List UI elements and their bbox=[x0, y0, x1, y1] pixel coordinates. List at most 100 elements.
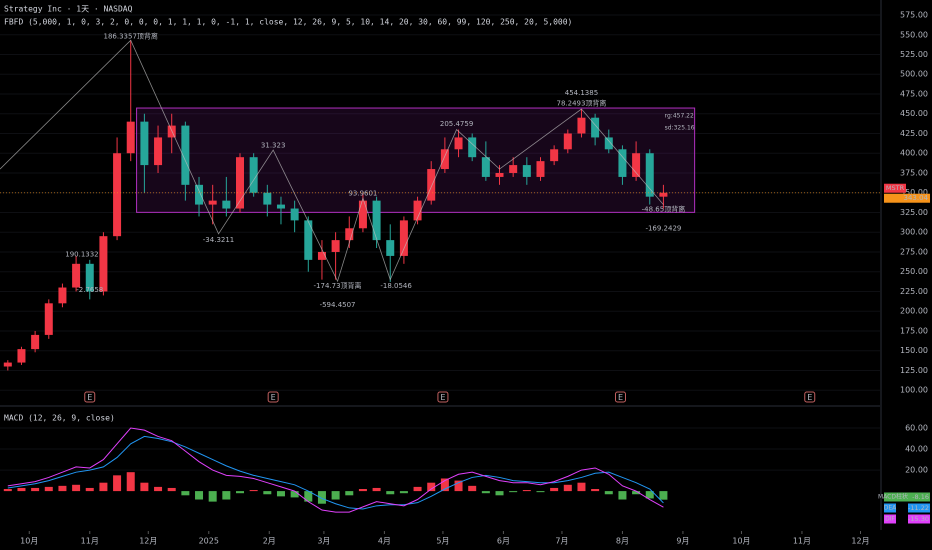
histogram-bar bbox=[358, 489, 367, 492]
histogram-bar bbox=[17, 487, 26, 492]
y-tick-label: 300.00 bbox=[900, 228, 928, 237]
candle-body bbox=[263, 192, 272, 205]
candle-body bbox=[345, 228, 354, 241]
candle-body bbox=[85, 263, 94, 292]
zigzag-label: 186.3357顶背离 bbox=[104, 31, 158, 40]
y-tick-label: 350.00 bbox=[900, 188, 928, 197]
legend-name-badge bbox=[884, 514, 896, 524]
y-tick-label: 325.00 bbox=[900, 208, 928, 217]
zigzag-label: 190.1332 bbox=[65, 250, 98, 258]
histogram-bar bbox=[495, 491, 504, 496]
histogram-bar bbox=[99, 482, 108, 492]
candle-body bbox=[440, 149, 449, 170]
candle-body bbox=[236, 157, 244, 209]
candle-body bbox=[536, 161, 545, 177]
legend-value-badge bbox=[908, 503, 930, 513]
y-tick-label: 400.00 bbox=[900, 149, 928, 158]
histogram-bar bbox=[304, 491, 313, 502]
legend-name: DEA bbox=[884, 505, 897, 512]
legend-name-badge bbox=[884, 503, 896, 513]
y-tick-label: 375.00 bbox=[900, 168, 928, 177]
event-label: E bbox=[271, 393, 276, 402]
histogram-bar bbox=[536, 491, 545, 493]
histogram-bar bbox=[372, 487, 381, 492]
last-label: 343.04 bbox=[904, 194, 929, 202]
event-badge bbox=[614, 391, 626, 403]
event-badge bbox=[804, 391, 816, 403]
zigzag-label: 31.323 bbox=[261, 141, 286, 149]
candle-body bbox=[140, 121, 149, 166]
x-tick-label: 6月 bbox=[497, 537, 510, 546]
candle-body bbox=[304, 220, 313, 260]
histogram-bar bbox=[85, 487, 94, 492]
x-tick-label: 2月 bbox=[263, 537, 276, 546]
candle-body bbox=[222, 200, 231, 209]
histogram-bar bbox=[604, 491, 613, 495]
candle-body bbox=[618, 149, 627, 177]
candle-body bbox=[645, 153, 654, 197]
candle-body bbox=[154, 137, 163, 166]
zigzag-label: -2.7658 bbox=[76, 286, 103, 294]
candle-body bbox=[481, 157, 490, 177]
histogram-bar bbox=[481, 491, 490, 494]
y-tick-label: 425.00 bbox=[900, 129, 928, 138]
legend-name: DIF bbox=[885, 516, 895, 523]
histogram-bar bbox=[290, 491, 299, 498]
x-tick-label: 9月 bbox=[676, 537, 689, 546]
candle-body bbox=[563, 133, 572, 150]
candle-body bbox=[509, 165, 518, 173]
y-tick-label: 450.00 bbox=[900, 109, 928, 118]
zigzag-label: -34.3211 bbox=[203, 236, 234, 244]
y-tick-label: 500.00 bbox=[900, 70, 928, 79]
y-tick-label: 125.00 bbox=[900, 366, 928, 375]
histogram-bar bbox=[236, 491, 244, 494]
histogram-bar bbox=[58, 485, 67, 492]
legend-name: MACD柱状图 bbox=[878, 493, 914, 501]
range-label: sd:325.16 bbox=[665, 125, 695, 132]
histogram-bar bbox=[208, 491, 217, 502]
histogram-bar bbox=[181, 491, 190, 496]
y-tick-label: 200.00 bbox=[900, 307, 928, 316]
candle-body bbox=[454, 137, 463, 150]
histogram-bar bbox=[427, 482, 436, 492]
legend-value-badge bbox=[908, 514, 930, 524]
histogram-bar bbox=[249, 490, 258, 492]
candle-body bbox=[17, 349, 26, 363]
histogram-bar bbox=[167, 487, 176, 492]
histogram-bar bbox=[331, 491, 340, 500]
y-tick-label: 575.00 bbox=[900, 11, 928, 20]
histogram-bar bbox=[468, 485, 477, 492]
candle-body bbox=[550, 149, 559, 162]
y-tick-label: 100.00 bbox=[900, 386, 928, 395]
candle-body bbox=[58, 287, 67, 304]
event-label: E bbox=[440, 393, 445, 402]
candle-body bbox=[413, 200, 422, 221]
x-tick-label: 7月 bbox=[555, 537, 568, 546]
ticker-badge bbox=[884, 183, 906, 193]
candle-body bbox=[659, 192, 668, 197]
candle-body bbox=[290, 208, 299, 221]
x-tick-label: 5月 bbox=[436, 537, 449, 546]
candle-body bbox=[331, 240, 340, 252]
histogram-bar bbox=[154, 486, 163, 492]
y-tick-label: 275.00 bbox=[900, 247, 928, 256]
x-tick-label: 12月 bbox=[139, 537, 157, 546]
histogram-bar bbox=[345, 491, 354, 496]
y-tick-label: 225.00 bbox=[900, 287, 928, 296]
x-tick-label: 10月 bbox=[20, 537, 38, 546]
legend-name-badge bbox=[884, 492, 908, 502]
histogram-bar bbox=[3, 489, 12, 492]
candle-body bbox=[522, 165, 531, 177]
y-tick-label: 40.00 bbox=[905, 445, 928, 454]
candle-body bbox=[632, 153, 641, 177]
histogram-bar bbox=[317, 491, 326, 504]
histogram-bar bbox=[413, 486, 422, 492]
histogram-bar bbox=[44, 486, 53, 492]
candle-body bbox=[495, 172, 504, 177]
candle-body bbox=[358, 200, 367, 229]
candle-body bbox=[591, 117, 600, 138]
legend-value: -8.16 bbox=[912, 493, 929, 501]
zigzag-label: -169.2429 bbox=[645, 224, 681, 232]
histogram-bar bbox=[72, 484, 81, 492]
histogram-bar bbox=[31, 487, 40, 492]
